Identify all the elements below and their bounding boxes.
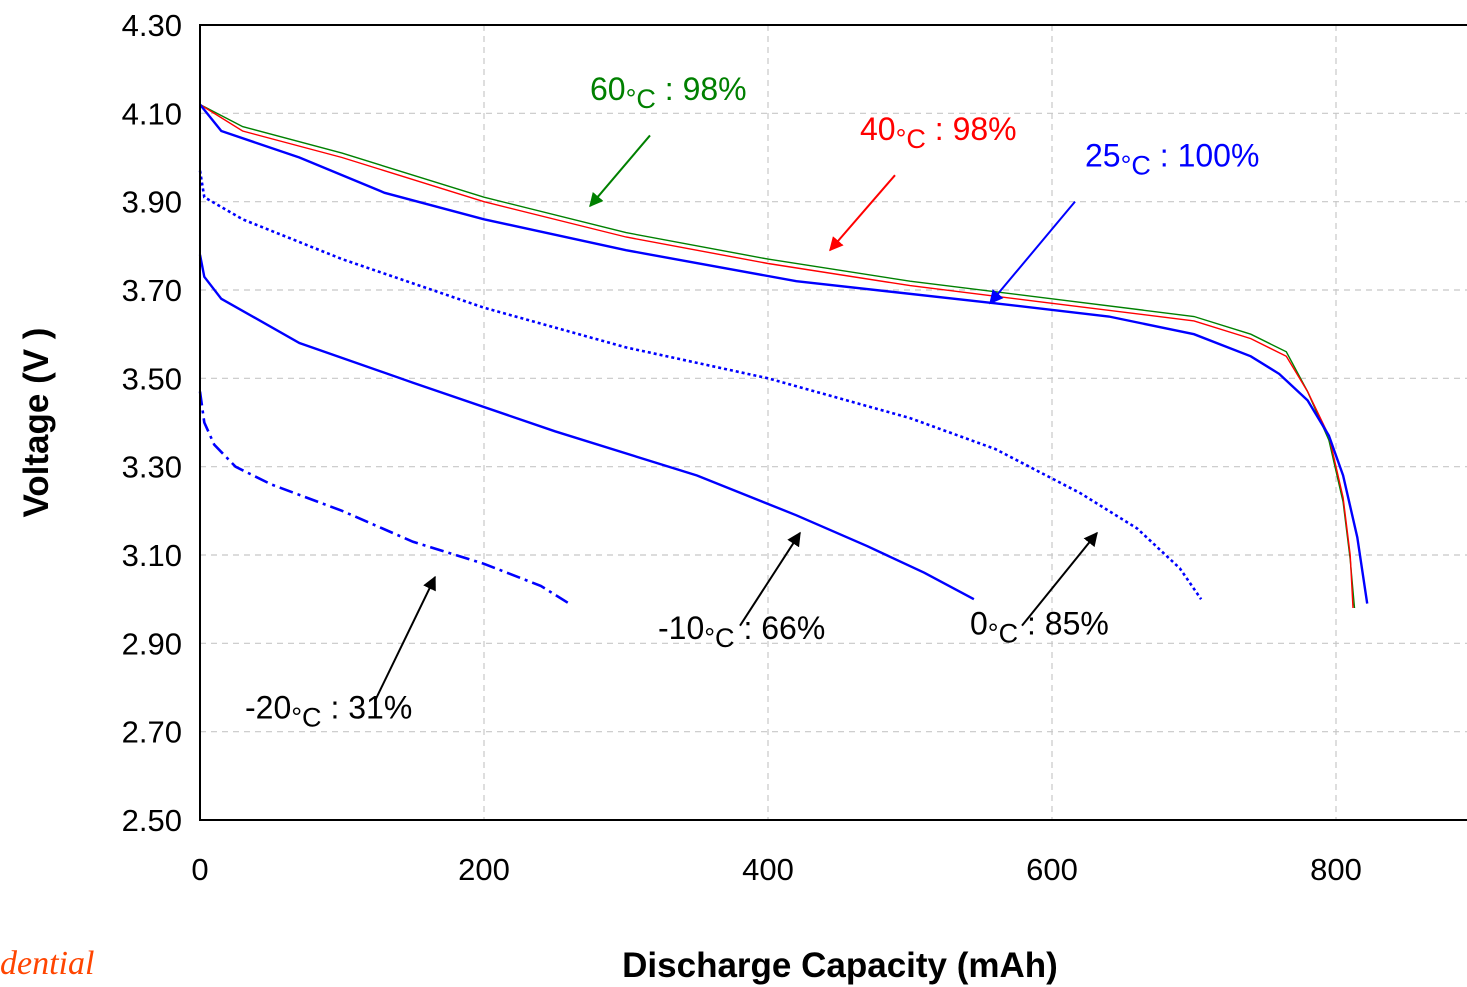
annotation-label: -10°C : 66%: [658, 610, 825, 653]
annotation-value: : 98%: [656, 71, 747, 107]
annotation-label: 60°C : 98%: [590, 71, 747, 114]
x-tick-label: 0: [191, 852, 208, 887]
series-line: [199, 103, 1354, 609]
series-line: [199, 103, 1369, 604]
annotation-unit: °C: [988, 619, 1018, 649]
y-tick-label: 2.90: [122, 626, 182, 661]
annotation-arrow: [989, 201, 1076, 305]
grid-lines: [200, 25, 1467, 820]
annotation-temp: 60: [590, 71, 626, 107]
x-tick-label: 800: [1310, 852, 1362, 887]
annotation-unit: °C: [896, 124, 926, 154]
y-tick-label: 2.70: [122, 715, 182, 750]
y-axis-title: Voltage (V ): [17, 328, 56, 518]
y-tick-label: 3.50: [122, 361, 182, 396]
annotation-value: : 31%: [322, 689, 413, 725]
annotation-label: 40°C : 98%: [860, 111, 1017, 154]
annotations: 60°C : 98%40°C : 98%25°C : 100%0°C : 85%…: [245, 71, 1259, 732]
annotation-value: : 98%: [926, 111, 1017, 147]
x-tick-label: 200: [458, 852, 510, 887]
annotation-label: 25°C : 100%: [1085, 137, 1259, 180]
annotation-value: : 66%: [735, 610, 826, 646]
annotation-unit: °C: [704, 623, 734, 653]
annotation-temp: 40: [860, 111, 896, 147]
annotation-value: : 100%: [1151, 137, 1260, 173]
y-tick-label: 4.30: [122, 8, 182, 43]
annotation-arrow: [829, 174, 896, 252]
annotation-arrow: [1021, 531, 1098, 627]
annotation-arrow: [739, 531, 801, 627]
annotation-arrow: [374, 575, 436, 702]
y-tick-label: 3.10: [122, 538, 182, 573]
y-tick-label: 3.30: [122, 450, 182, 485]
y-tick-label: 3.70: [122, 273, 182, 308]
x-tick-labels: 0 200 400 600 800: [191, 852, 1361, 887]
y-tick-label: 2.50: [122, 803, 182, 838]
annotation-label: 0°C : 85%: [970, 606, 1109, 649]
plot-frame: [199, 24, 1467, 821]
annotation-value: : 85%: [1018, 606, 1109, 642]
watermark-text: dential: [0, 945, 95, 982]
x-tick-label: 400: [742, 852, 794, 887]
x-tick-label: 600: [1026, 852, 1078, 887]
series-line: [198, 254, 975, 601]
annotation-temp: -20: [245, 689, 291, 725]
series-line: [198, 170, 1203, 600]
annotation-temp: 0: [970, 606, 988, 642]
y-tick-label: 4.10: [122, 96, 182, 131]
series-line: [198, 391, 570, 605]
annotation-unit: °C: [291, 702, 321, 732]
y-tick-labels: 4.30 4.10 3.90 3.70 3.50 3.30 3.10 2.90 2.70 2.50: [122, 8, 182, 838]
x-axis-title: Discharge Capacity (mAh): [622, 946, 1058, 985]
annotation-arrow: [589, 134, 651, 208]
annotation-unit: °C: [1121, 150, 1151, 180]
y-tick-label: 3.90: [122, 185, 182, 220]
series-layer: [198, 103, 1369, 609]
series-line: [199, 103, 1356, 609]
annotation-temp: -10: [658, 610, 704, 646]
annotation-temp: 25: [1085, 137, 1121, 173]
annotation-unit: °C: [626, 84, 656, 114]
annotation-label: -20°C : 31%: [245, 689, 412, 732]
